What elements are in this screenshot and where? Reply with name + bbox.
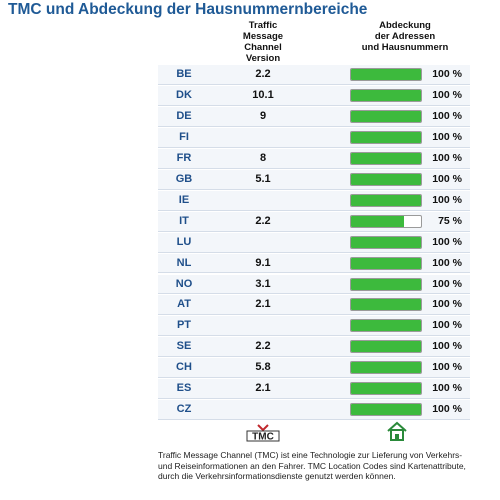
coverage-label: 100 % <box>432 277 462 290</box>
column-header: Abdeckung <box>379 20 431 31</box>
coverage-label: 75 % <box>438 214 462 227</box>
coverage-bar <box>351 383 421 395</box>
coverage-label: 100 % <box>432 68 462 80</box>
country-code: DK <box>176 88 192 101</box>
coverage-label: 100 % <box>432 193 462 206</box>
coverage-bar <box>351 278 421 290</box>
coverage-track <box>350 109 422 123</box>
coverage-label: 100 % <box>432 256 462 269</box>
country-code: SE <box>176 340 192 353</box>
coverage-track <box>350 403 422 417</box>
country-code: FR <box>176 151 192 164</box>
coverage-bar <box>351 257 421 269</box>
country-code: IE <box>178 193 190 206</box>
coverage-track <box>350 298 422 312</box>
tmc-version: 2.1 <box>255 382 271 395</box>
coverage-track <box>350 151 422 165</box>
footnote: Traffic Message Channel (TMC) ist eine T… <box>158 450 466 481</box>
coverage-track <box>350 382 422 396</box>
coverage-track <box>350 193 422 207</box>
coverage-track <box>350 68 422 81</box>
coverage-bar <box>351 299 421 311</box>
country-code: LU <box>176 235 192 248</box>
coverage-track <box>350 319 422 333</box>
coverage-bar <box>351 194 421 206</box>
column-header: Message <box>242 31 284 42</box>
coverage-bar <box>351 362 421 374</box>
tmc-version: 2.1 <box>255 298 271 311</box>
coverage-track <box>350 361 422 375</box>
column-header: Traffic <box>248 20 278 31</box>
coverage-bar <box>351 320 421 332</box>
country-code: FI <box>179 130 189 143</box>
title: TMC und Abdeckung der Hausnummernbereich… <box>8 1 368 18</box>
coverage-label: 100 % <box>432 130 462 143</box>
coverage-bar <box>351 152 421 164</box>
country-code: NL <box>176 256 192 269</box>
coverage-track <box>350 88 422 102</box>
tmc-version: 2.2 <box>255 214 271 227</box>
coverage-track <box>350 256 422 270</box>
column-header: der Adressen <box>374 31 436 42</box>
coverage-bar <box>351 341 421 353</box>
coverage-track <box>350 130 422 144</box>
tmc-version: 3.1 <box>255 277 271 290</box>
column-header: Channel Version <box>244 42 282 64</box>
coverage-label: 100 % <box>432 172 462 185</box>
coverage-track <box>350 214 422 228</box>
coverage-bar <box>351 110 421 122</box>
country-code: AT <box>177 298 191 311</box>
logo-text: TMC <box>252 432 274 443</box>
country-code: NO <box>175 277 193 290</box>
tmc-version: 5.8 <box>255 361 271 374</box>
coverage-label: 100 % <box>432 403 462 416</box>
coverage-label: 100 % <box>432 88 462 101</box>
coverage-bar <box>351 69 421 80</box>
coverage-label: 100 % <box>432 235 462 248</box>
coverage-track <box>350 172 422 186</box>
tmc-logo-icon: TMC <box>246 424 280 443</box>
country-code: IT <box>179 214 189 227</box>
tmc-version: 9.1 <box>255 256 271 269</box>
coverage-label: 100 % <box>432 151 462 164</box>
coverage-label: 100 % <box>432 382 462 395</box>
tmc-version: 8 <box>259 151 267 164</box>
country-code: DE <box>176 109 192 122</box>
tmc-version: 9 <box>259 109 267 122</box>
coverage-bar <box>351 173 421 185</box>
tmc-logo: TMC <box>246 424 280 443</box>
country-code: CZ <box>176 403 192 416</box>
coverage-label: 100 % <box>432 298 462 311</box>
coverage-bar <box>351 89 421 101</box>
coverage-track <box>350 340 422 354</box>
country-code: ES <box>176 382 192 395</box>
tmc-version: 5.1 <box>255 172 271 185</box>
coverage-bar <box>351 215 404 227</box>
tmc-version: 2.2 <box>255 68 271 80</box>
country-code: CH <box>176 361 192 374</box>
coverage-label: 100 % <box>432 361 462 374</box>
coverage-label: 100 % <box>432 340 462 353</box>
country-code: BE <box>176 68 192 80</box>
country-code: GB <box>175 172 193 185</box>
country-code: PT <box>176 319 192 332</box>
tmc-version: 2.2 <box>255 340 271 353</box>
coverage-track <box>350 277 422 291</box>
coverage-track <box>350 235 422 249</box>
coverage-bar <box>351 404 421 416</box>
coverage-bar <box>351 236 421 248</box>
coverage-bar <box>351 131 421 143</box>
coverage-label: 100 % <box>432 109 462 122</box>
coverage-label: 100 % <box>432 319 462 332</box>
house-icon <box>386 420 408 447</box>
house-svg <box>387 421 407 441</box>
column-header: und Hausnummern <box>361 42 449 53</box>
tmc-version: 10.1 <box>252 88 274 101</box>
